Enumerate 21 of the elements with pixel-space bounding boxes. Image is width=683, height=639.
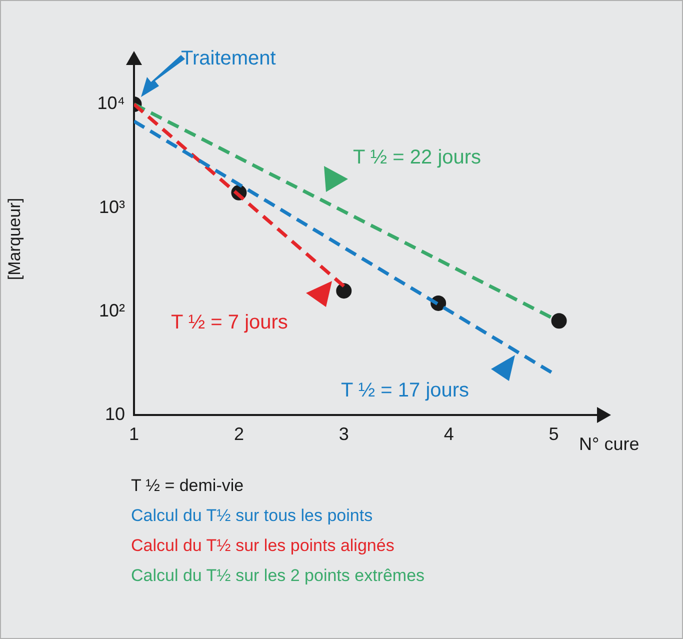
point [551, 313, 567, 329]
x-tick-label: 1 [128, 424, 140, 444]
annotation: T ½ = 7 jours [171, 312, 288, 334]
x-tick-label: 5 [548, 424, 559, 444]
y-tick-label: 10 [104, 404, 125, 424]
x-tick-label: 4 [444, 424, 454, 444]
text: Calcul du T½ sur tous les points [131, 505, 374, 527]
x-tick-label: 2 [234, 424, 244, 444]
y-tick-label: 10⁴ [97, 93, 125, 114]
text: T ½ = demi-vie [131, 475, 245, 497]
annotation: Traitement [181, 48, 276, 70]
text: Calcul du T½ sur les points alignés [131, 535, 396, 557]
text: Calcul du T½ sur les 2 points extrêmes [131, 565, 425, 587]
point [336, 283, 352, 299]
annotation: T ½ = 22 jours [353, 146, 482, 169]
y-tick-label: 10² [98, 300, 126, 320]
x-tick-label: 3 [338, 424, 349, 444]
annotation: T ½ = 17 jours [341, 380, 470, 402]
y-axis-title: [Marqueur] [4, 198, 24, 280]
x-axis-title: N° cure [579, 434, 640, 454]
y-tick-label: 10³ [98, 196, 126, 217]
